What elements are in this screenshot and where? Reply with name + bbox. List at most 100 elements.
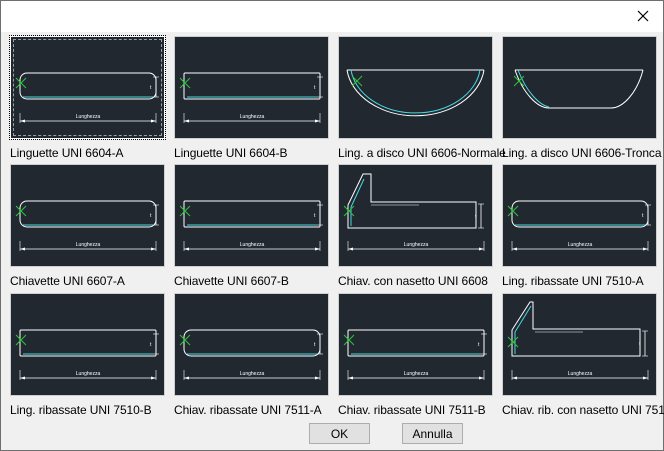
arrow-right-icon [151, 376, 156, 380]
x-marker-icon [15, 205, 27, 217]
height-label: t [314, 213, 316, 219]
key-thumbnail[interactable]: t Lunghezza [10, 164, 165, 267]
key-thumbnail[interactable]: t Lunghezza [174, 36, 329, 139]
arrow-left-icon [20, 247, 25, 251]
x-marker-icon [179, 77, 191, 89]
close-icon[interactable] [633, 6, 653, 26]
key-thumbnail[interactable]: t Lunghezza [9, 35, 166, 140]
key-type-tile[interactable]: t Lunghezza Chiavette UNI 6607-B [174, 164, 338, 293]
key-type-caption: Chiav. con nasetto UNI 6608 [338, 274, 488, 288]
key-type-tile[interactable]: Ling. a disco UNI 6606-Normale [338, 36, 506, 165]
arrow-right-icon [315, 376, 320, 380]
key-type-tile[interactable]: t Lunghezza Linguette UNI 6604-B [174, 36, 338, 165]
key-type-caption: Ling. ribassate UNI 7510-A [502, 274, 644, 288]
x-marker-icon [507, 336, 519, 348]
arrow-left-icon [512, 376, 517, 380]
arrow-left-icon [184, 119, 189, 123]
arrow-right-icon [315, 247, 320, 251]
key-type-caption: Chiavette UNI 6607-B [174, 274, 289, 288]
dimension-label: Lunghezza [240, 371, 265, 377]
key-thumbnail[interactable]: t Lunghezza [502, 164, 657, 267]
key-type-caption: Ling. ribassate UNI 7510-B [10, 403, 152, 417]
gib-head-outline [347, 173, 477, 229]
disc-profile [350, 69, 481, 114]
key-type-tile[interactable]: t Lunghezza Chiav. ribassate UNI 7511-B [338, 293, 502, 422]
dimension-label: Lunghezza [76, 114, 101, 120]
key-outline [183, 72, 321, 100]
arrow-left-icon [184, 247, 189, 251]
key-type-tile[interactable]: t Lunghezza Chiav. rib. con nasetto UNI 75… [502, 293, 664, 422]
x-marker-icon [343, 205, 355, 217]
height-label: t [314, 342, 316, 348]
key-thumbnail[interactable] [502, 36, 657, 139]
key-type-tile[interactable]: Ling. a disco UNI 6606-Tronca [502, 36, 664, 165]
key-type-tile[interactable]: t Lunghezza Ling. ribassate UNI 7510-A [502, 164, 664, 293]
key-drawing: t Lunghezza [179, 200, 323, 251]
key-thumbnail[interactable]: t Lunghezza [174, 164, 329, 267]
key-drawing [513, 69, 644, 109]
key-type-tile[interactable]: t Lunghezza Chiav. ribassate UNI 7511-A [174, 293, 338, 422]
dimension-label: Lunghezza [404, 371, 429, 377]
gib-head-outline [511, 301, 641, 357]
key-outline [19, 72, 157, 100]
key-drawing: t Lunghezza [507, 200, 651, 251]
dimension-label: Lunghezza [568, 242, 593, 248]
key-drawing: t Lunghezza [343, 329, 487, 380]
dimension-label: Lunghezza [76, 242, 101, 248]
disc-outline [346, 69, 485, 117]
key-outline [183, 200, 321, 228]
dimension-label: Lunghezza [404, 242, 429, 248]
key-type-caption: Chiavette UNI 6607-A [10, 274, 125, 288]
height-label: t [150, 85, 152, 91]
x-marker-icon [507, 205, 519, 217]
key-type-caption: Ling. a disco UNI 6606-Normale [338, 146, 506, 160]
key-thumbnail[interactable]: t Lunghezza [338, 293, 493, 396]
height-label: t [475, 214, 477, 220]
disc-profile [517, 69, 550, 108]
ok-button[interactable]: OK [309, 423, 370, 444]
x-marker-icon [179, 334, 191, 346]
key-thumbnail[interactable]: t Lunghezza [502, 293, 657, 396]
key-drawing [346, 69, 485, 117]
arrow-right-icon [151, 247, 156, 251]
key-outline [347, 329, 485, 357]
arrow-left-icon [348, 247, 353, 251]
gib-head-profile [350, 178, 365, 226]
key-thumbnail[interactable] [338, 36, 493, 139]
key-type-tile[interactable]: t Lunghezza Chiavette UNI 6607-A [10, 164, 174, 293]
key-type-tile[interactable]: t Lunghezza Chiav. con nasetto UNI 6608 [338, 164, 502, 293]
key-drawing: t Lunghezza [15, 200, 159, 251]
arrow-right-icon [479, 376, 484, 380]
key-drawing: t Lunghezza [343, 173, 485, 251]
key-type-caption: Chiav. ribassate UNI 7511-A [174, 403, 322, 417]
arrow-right-icon [643, 376, 648, 380]
x-marker-icon [15, 77, 27, 89]
x-marker-icon [179, 205, 191, 217]
key-thumbnail[interactable]: t Lunghezza [174, 293, 329, 396]
height-label: t [314, 85, 316, 91]
x-marker-icon [15, 334, 27, 346]
arrow-left-icon [20, 119, 25, 123]
key-type-tile[interactable]: t Lunghezza Ling. ribassate UNI 7510-B [10, 293, 174, 422]
key-drawing: t Lunghezza [507, 301, 649, 380]
key-type-caption: Linguette UNI 6604-B [174, 146, 288, 160]
key-thumbnail[interactable]: t Lunghezza [10, 293, 165, 396]
key-type-tile[interactable]: t Lunghezza Linguette UNI 6604-A [9, 35, 174, 165]
arrow-right-icon [643, 247, 648, 251]
title-bar [1, 1, 663, 32]
arrow-left-icon [20, 376, 25, 380]
key-type-caption: Linguette UNI 6604-A [10, 146, 124, 160]
key-outline [511, 200, 649, 228]
key-drawing: t Lunghezza [179, 329, 323, 380]
gib-head-profile [514, 305, 532, 354]
x-marker-icon [343, 334, 355, 346]
cancel-button[interactable]: Annulla [402, 423, 463, 444]
dimension-label: Lunghezza [76, 371, 101, 377]
x-marker-icon [513, 75, 525, 87]
dimension-label: Lunghezza [568, 371, 593, 377]
arrow-left-icon [184, 376, 189, 380]
key-thumbnail[interactable]: t Lunghezza [338, 164, 493, 267]
key-drawing: t Lunghezza [15, 329, 159, 380]
height-label: t [150, 342, 152, 348]
